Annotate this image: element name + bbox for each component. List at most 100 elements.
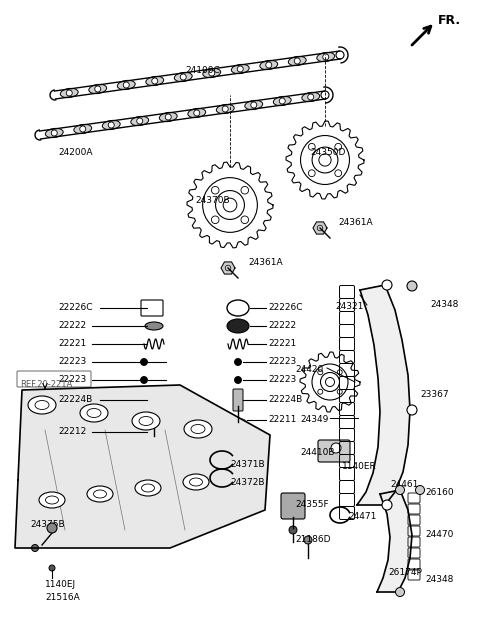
Ellipse shape — [131, 116, 149, 126]
Polygon shape — [221, 262, 235, 274]
Text: 22223: 22223 — [268, 376, 296, 385]
Text: 22224B: 22224B — [268, 395, 302, 404]
Circle shape — [396, 587, 405, 596]
Circle shape — [123, 82, 129, 88]
Ellipse shape — [174, 73, 192, 82]
Circle shape — [416, 485, 424, 494]
Circle shape — [235, 358, 241, 365]
Text: 24350D: 24350D — [310, 148, 346, 157]
Text: 22223: 22223 — [58, 376, 86, 385]
Circle shape — [237, 66, 243, 72]
Ellipse shape — [317, 53, 335, 62]
Ellipse shape — [188, 108, 206, 117]
Text: 22226C: 22226C — [268, 304, 302, 313]
Ellipse shape — [102, 120, 120, 130]
Text: 22226C: 22226C — [58, 304, 93, 313]
Ellipse shape — [45, 128, 63, 137]
Circle shape — [194, 110, 200, 116]
Circle shape — [300, 135, 349, 184]
Circle shape — [165, 114, 171, 120]
Text: 23367: 23367 — [420, 390, 449, 399]
Ellipse shape — [216, 105, 234, 114]
FancyBboxPatch shape — [233, 389, 243, 411]
Circle shape — [209, 70, 215, 76]
Circle shape — [141, 358, 147, 365]
Text: FR.: FR. — [438, 14, 461, 27]
Text: 22211: 22211 — [268, 415, 296, 424]
Text: 24361A: 24361A — [248, 258, 283, 267]
Circle shape — [279, 98, 285, 104]
Circle shape — [312, 147, 338, 173]
Ellipse shape — [28, 396, 56, 414]
Circle shape — [396, 485, 405, 494]
Text: 22224B: 22224B — [58, 395, 92, 404]
Circle shape — [319, 154, 331, 166]
Text: 22221: 22221 — [58, 340, 86, 349]
Text: 21516A: 21516A — [45, 593, 80, 602]
Circle shape — [312, 364, 348, 400]
Text: 22223: 22223 — [268, 358, 296, 367]
Ellipse shape — [117, 80, 135, 90]
Circle shape — [66, 90, 72, 96]
Ellipse shape — [159, 112, 177, 121]
Ellipse shape — [230, 419, 246, 426]
Polygon shape — [377, 490, 412, 592]
Ellipse shape — [80, 404, 108, 422]
Circle shape — [304, 536, 312, 544]
Text: 24349: 24349 — [300, 415, 328, 424]
Text: 24375B: 24375B — [30, 520, 65, 529]
Circle shape — [337, 370, 342, 375]
Ellipse shape — [39, 492, 65, 508]
Circle shape — [32, 544, 38, 551]
Text: 24372B: 24372B — [230, 478, 264, 487]
Polygon shape — [357, 285, 410, 505]
Text: 24371B: 24371B — [230, 460, 264, 469]
Circle shape — [49, 565, 55, 571]
Text: 24471: 24471 — [348, 512, 376, 521]
FancyBboxPatch shape — [281, 493, 305, 519]
Circle shape — [289, 526, 297, 534]
Ellipse shape — [132, 412, 160, 430]
Text: 24348: 24348 — [430, 300, 458, 309]
Circle shape — [318, 370, 323, 375]
Polygon shape — [313, 222, 327, 234]
Circle shape — [336, 51, 344, 59]
Circle shape — [152, 78, 158, 84]
Text: 24348: 24348 — [425, 575, 454, 584]
Text: 22222: 22222 — [58, 322, 86, 331]
Text: 1140ER: 1140ER — [342, 462, 377, 471]
FancyBboxPatch shape — [147, 389, 157, 411]
Circle shape — [323, 54, 329, 60]
FancyBboxPatch shape — [318, 440, 350, 462]
Ellipse shape — [74, 125, 92, 134]
Text: 24420: 24420 — [295, 365, 323, 374]
Text: 21186D: 21186D — [295, 535, 331, 544]
Ellipse shape — [183, 474, 209, 490]
Text: 24321: 24321 — [335, 302, 363, 311]
Circle shape — [137, 118, 143, 124]
Polygon shape — [15, 385, 270, 548]
Circle shape — [235, 376, 241, 383]
Circle shape — [407, 281, 417, 291]
Circle shape — [318, 389, 323, 394]
Text: 24370B: 24370B — [195, 196, 229, 205]
Ellipse shape — [288, 56, 306, 65]
Ellipse shape — [273, 96, 291, 106]
Ellipse shape — [231, 64, 249, 74]
Circle shape — [331, 443, 341, 453]
Circle shape — [382, 280, 392, 290]
Circle shape — [51, 130, 57, 136]
Text: 22223: 22223 — [58, 358, 86, 367]
Circle shape — [321, 372, 339, 392]
Circle shape — [203, 178, 257, 232]
Text: 1140EJ: 1140EJ — [45, 580, 76, 589]
Circle shape — [382, 500, 392, 510]
Text: 22212: 22212 — [58, 428, 86, 437]
Circle shape — [241, 186, 249, 194]
Circle shape — [223, 198, 237, 212]
Ellipse shape — [227, 319, 249, 333]
Text: 24470: 24470 — [425, 530, 454, 539]
Ellipse shape — [260, 60, 278, 69]
Text: 24410B: 24410B — [300, 448, 335, 457]
Circle shape — [222, 106, 228, 112]
